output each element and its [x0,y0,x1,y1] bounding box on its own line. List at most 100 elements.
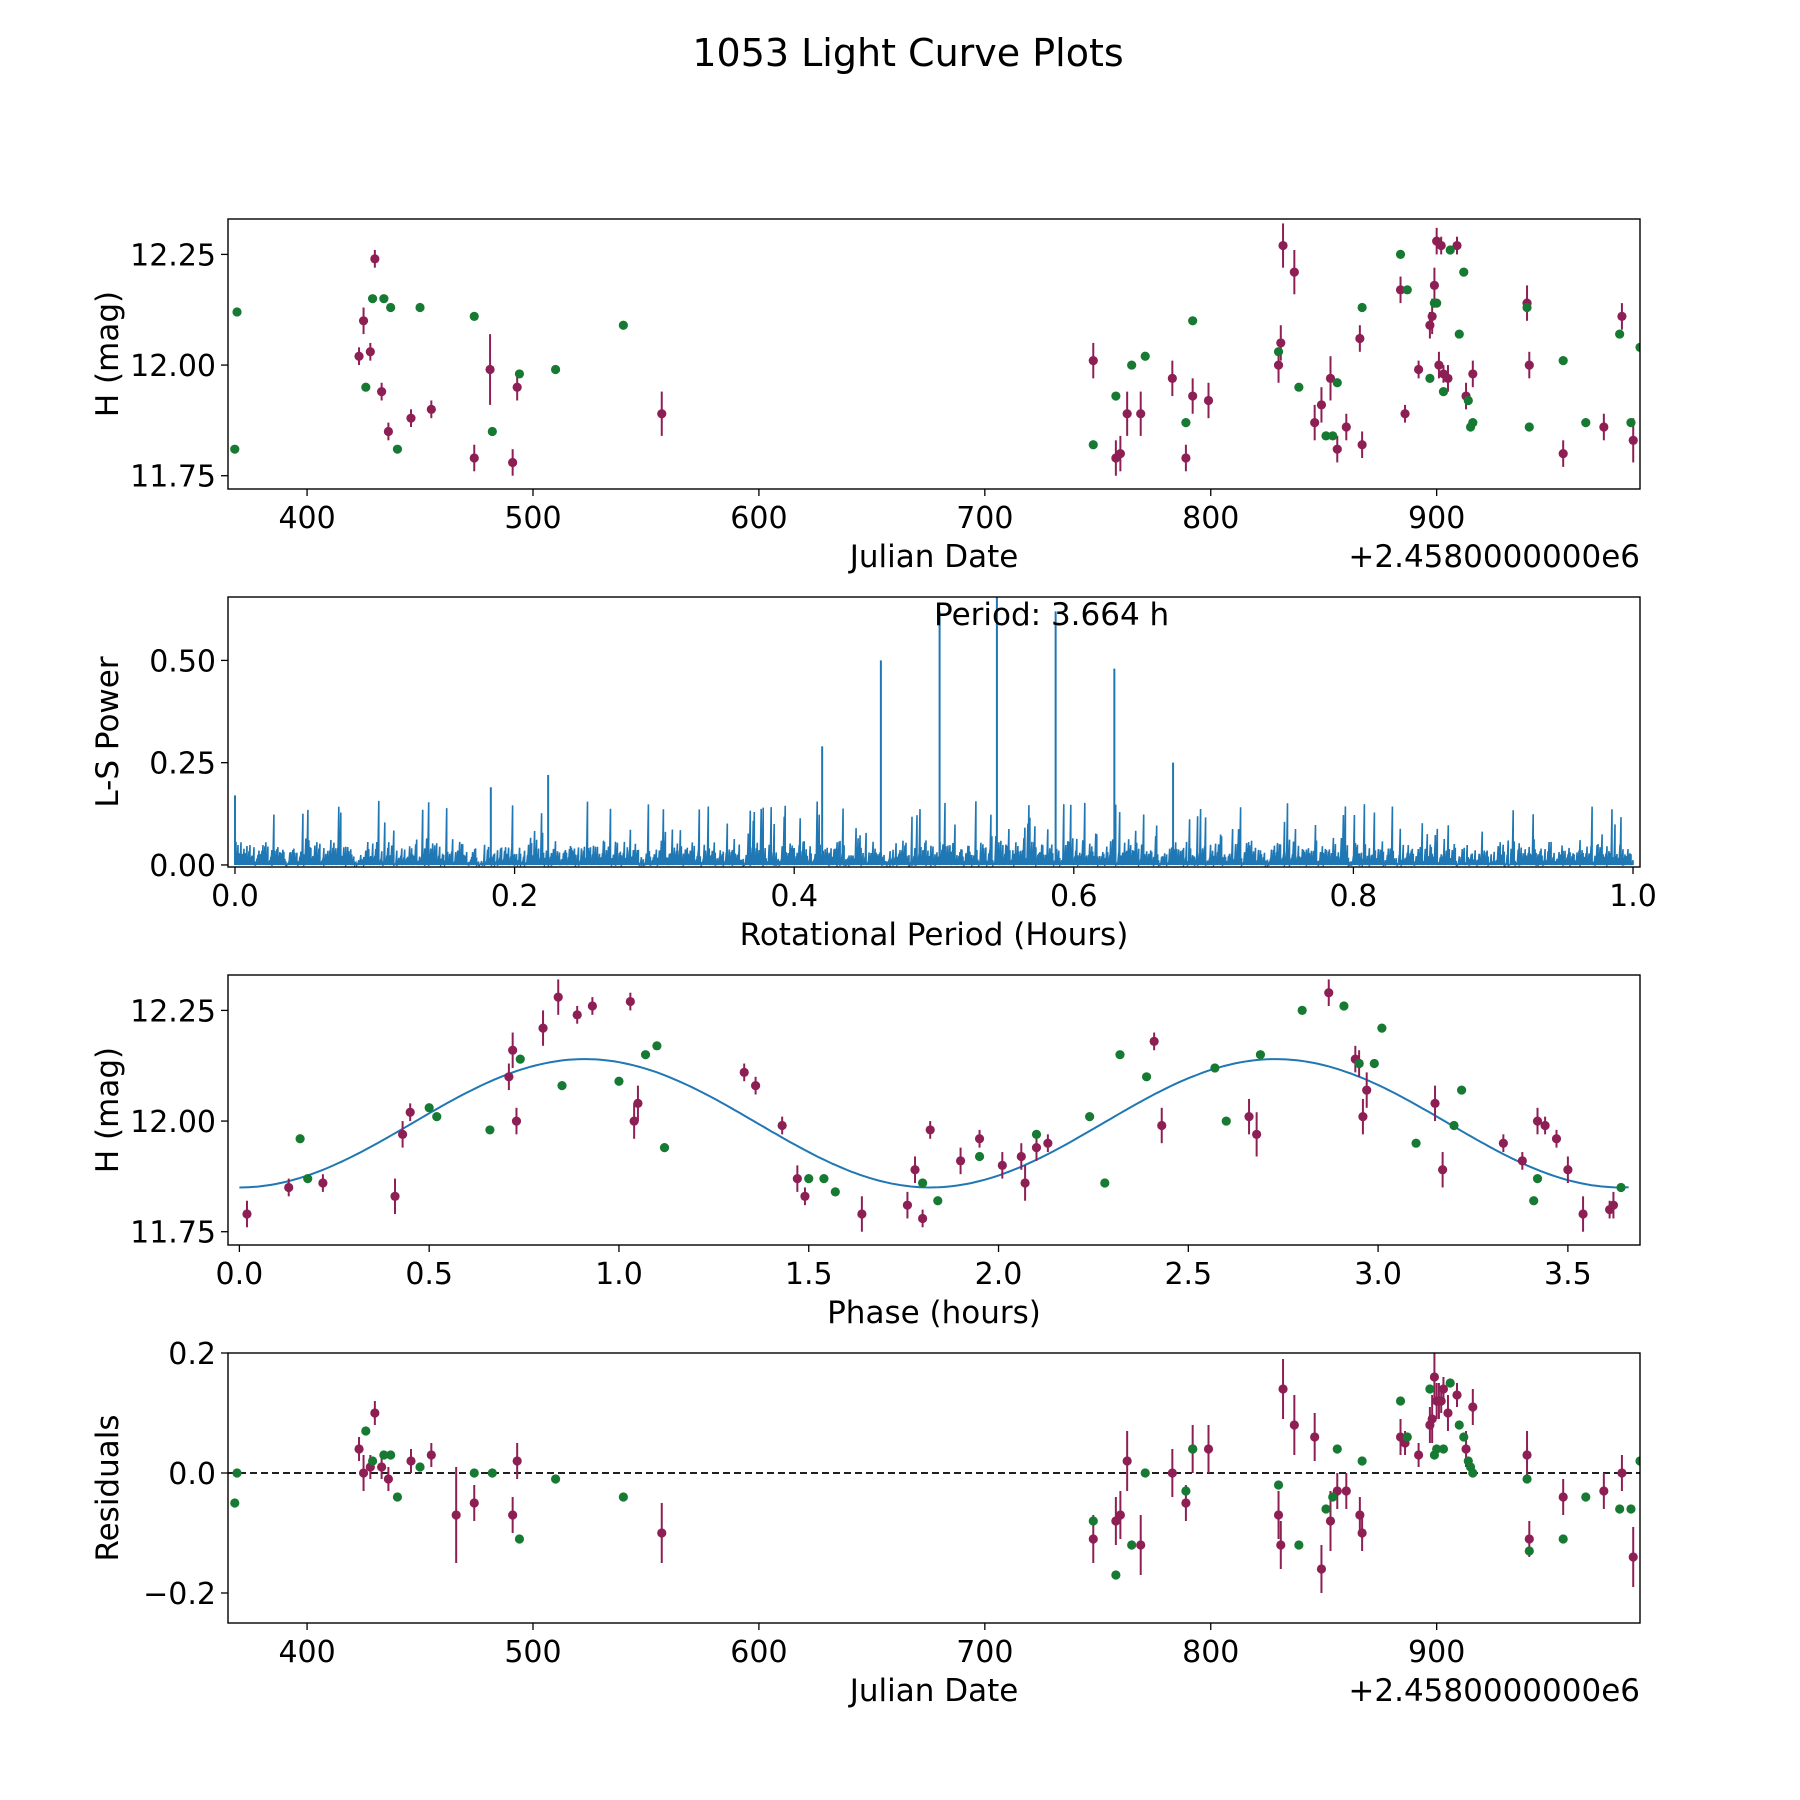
maroon-point [1355,333,1365,344]
green-point [1438,387,1449,397]
green-point [514,1534,525,1544]
y-tick-label: 12.25 [130,238,216,273]
y-tick-label: 0.50 [149,644,216,679]
green-point [1357,302,1367,313]
maroon-point [508,457,518,468]
maroon-point [997,1160,1007,1170]
x-tick-label: 700 [956,501,1013,536]
green-point [469,1468,479,1478]
green-point [1210,1063,1220,1073]
fit-curve [239,1058,1629,1189]
maroon-point [383,1474,394,1484]
green-point [1111,1570,1121,1580]
green-point [1297,1005,1307,1016]
maroon-point [1468,1402,1478,1412]
green-point [1411,1138,1421,1148]
maroon-point [1115,1510,1125,1520]
maroon-point [469,453,479,463]
green-point [1141,1072,1152,1082]
maroon-point [1438,1384,1449,1394]
maroon-point [1031,1143,1042,1153]
y-axis-label: L-S Power [90,656,126,807]
maroon-point [1016,1151,1026,1162]
green-point [1445,245,1455,255]
green-point [1369,1058,1379,1069]
x-tick-label: 600 [730,1635,787,1670]
green-point [1294,382,1304,392]
light-curve-panel: 400 500 600 700 800 900 11.75 12.00 12.25 Julian … [90,218,1641,575]
x-tick-label: 3.0 [1354,1257,1402,1292]
maroon-point [406,413,416,423]
green-point [1432,298,1442,308]
maroon-point [377,387,387,397]
maroon-point [370,254,380,264]
green-point [1581,1492,1591,1502]
figure-title: 1053 Light Curve Plots [692,31,1123,75]
green-point [1425,1384,1435,1394]
x-axis-label: Julian Date [848,539,1019,575]
maroon-point [1289,267,1299,277]
green-point [1468,1468,1478,1478]
maroon-point [925,1125,935,1135]
x-tick-label: 0.8 [1330,879,1378,914]
x-tick-label: 400 [278,1635,335,1670]
maroon-point [354,351,364,361]
green-point [830,1187,840,1197]
maroon-point [1452,240,1462,251]
maroon-point [1273,360,1284,370]
x-tick-label: 1.5 [785,1257,833,1292]
green-point [1626,418,1636,428]
green-point [1635,1456,1640,1466]
plot-frame [227,596,1641,868]
x-tick-label: 1.0 [1609,879,1657,914]
maroon-point [398,1129,408,1139]
x-tick-label: 3.5 [1544,1257,1592,1292]
maroon-point [1443,373,1453,383]
maroon-point [1578,1209,1588,1219]
maroon-point [902,1200,913,1210]
maroon-point [1325,373,1336,383]
green-point [424,1103,434,1113]
maroon-point [1551,1134,1562,1144]
green-point [1115,1050,1125,1060]
maroon-point [318,1178,328,1188]
green-point [1127,1540,1137,1550]
maroon-point [1181,453,1191,463]
maroon-point [800,1191,810,1201]
maroon-point [1599,1486,1609,1496]
green-point [1522,1474,1532,1484]
green-point [1558,1534,1568,1544]
maroon-point [1532,1116,1543,1126]
maroon-point [1188,391,1198,401]
green-point [1581,418,1591,428]
maroon-point [1358,1112,1368,1122]
green-point [1524,1546,1534,1556]
y-tick-label: 0.2 [168,1337,216,1372]
maroon-point [508,1510,518,1520]
y-axis-label: Residuals [90,1414,126,1561]
plot-frame [227,1352,1641,1624]
plot-frame [227,218,1641,490]
maroon-point [1540,1120,1550,1131]
green-point [415,302,425,313]
maroon-point [1522,1450,1532,1460]
green-point [514,369,525,379]
maroon-point [1617,311,1627,321]
maroon-point [1088,356,1098,366]
maroon-point [1563,1165,1573,1175]
maroon-point [1434,360,1444,370]
maroon-point [426,1450,436,1460]
green-point [652,1041,662,1051]
green-point [1140,1468,1150,1478]
green-point [1459,267,1469,277]
maroon-point [365,347,375,357]
maroon-point [358,1468,369,1478]
x-tick-label: 0.6 [1050,879,1098,914]
green-point [1111,391,1121,401]
x-tick-label: 2.5 [1164,1257,1212,1292]
green-point [1454,1420,1464,1430]
green-point [1088,440,1098,450]
maroon-point [1278,240,1288,251]
x-tick-label: 2.0 [975,1257,1023,1292]
green-point [1181,1486,1191,1496]
